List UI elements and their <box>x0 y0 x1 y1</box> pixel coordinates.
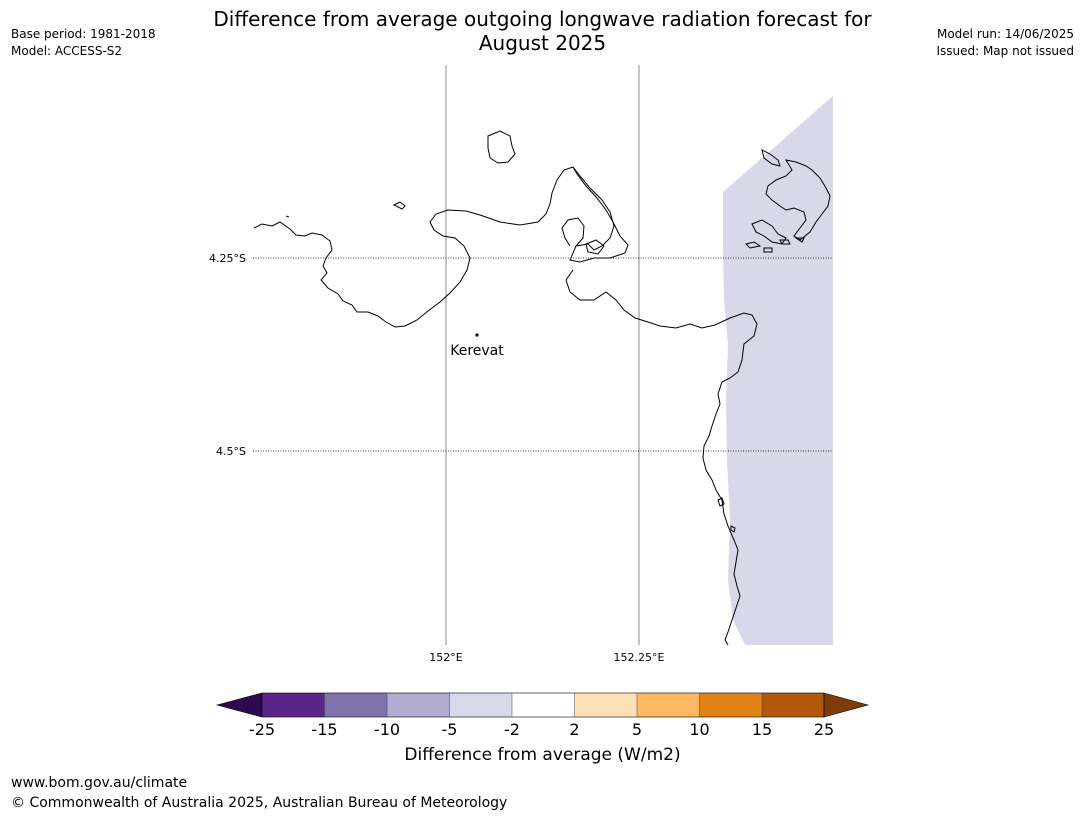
colorbar-tick-6: 2 <box>569 720 579 739</box>
colorbar-segment-6 <box>574 693 637 717</box>
lon-label-152: 152°E <box>429 651 462 664</box>
colorbar-segment-2 <box>324 693 387 717</box>
map-title: Difference from average outgoing longwav… <box>160 7 925 55</box>
model-name: Model: ACCESS-S2 <box>11 44 123 58</box>
coastline <box>253 130 831 646</box>
kerevat-marker <box>475 333 479 337</box>
colorbar-frame <box>261 692 825 718</box>
colorbar-tick-1: -25 <box>249 720 275 739</box>
colorbar-segment-7 <box>637 693 700 717</box>
colorbar-label: Difference from average (W/m2) <box>404 745 681 765</box>
title-line-2: August 2025 <box>478 31 607 55</box>
colorbar-tick-4: -5 <box>442 720 458 739</box>
colorbar-tick-5: -2 <box>504 720 520 739</box>
colorbar: -25 -15 -10 -5 -2 2 5 10 15 25 <box>215 692 870 739</box>
colorbar-arrow-right <box>823 692 870 718</box>
colorbar-tick-10: 25 <box>814 720 834 739</box>
colorbar-segment-8 <box>699 693 762 717</box>
kerevat-label: Kerevat <box>450 343 504 359</box>
colorbar-tick-7: 5 <box>632 720 642 739</box>
colorbar-segment-1 <box>262 693 325 717</box>
model-run: Model run: 14/06/2025 <box>936 27 1074 41</box>
colorbar-segment-4 <box>449 693 512 717</box>
lat-label-4-25: 4.25°S <box>209 252 246 265</box>
colorbar-tick-2: -15 <box>311 720 337 739</box>
colorbar-segment-9 <box>762 693 824 717</box>
footer-url: www.bom.gov.au/climate <box>11 775 188 791</box>
lat-label-4-5: 4.5°S <box>216 445 246 458</box>
colorbar-segment-5 <box>512 693 575 717</box>
colorbar-arrow-left <box>215 692 263 718</box>
footer-copyright: © Commonwealth of Australia 2025, Austra… <box>11 795 508 811</box>
meta-left: Base period: 1981-2018 Model: ACCESS-S2 <box>11 26 156 60</box>
shaded-region <box>723 96 833 645</box>
title-line-1: Difference from average outgoing longwav… <box>213 7 872 31</box>
colorbar-tick-3: -10 <box>374 720 400 739</box>
issue-status: Issued: Map not issued <box>936 44 1074 58</box>
lon-label-152-25: 152.25°E <box>614 651 665 664</box>
colorbar-tick-8: 10 <box>689 720 709 739</box>
base-period: Base period: 1981-2018 <box>11 27 156 41</box>
meta-right: Model run: 14/06/2025 Issued: Map not is… <box>936 26 1074 60</box>
colorbar-tick-9: 15 <box>752 720 772 739</box>
colorbar-segment-3 <box>387 693 450 717</box>
